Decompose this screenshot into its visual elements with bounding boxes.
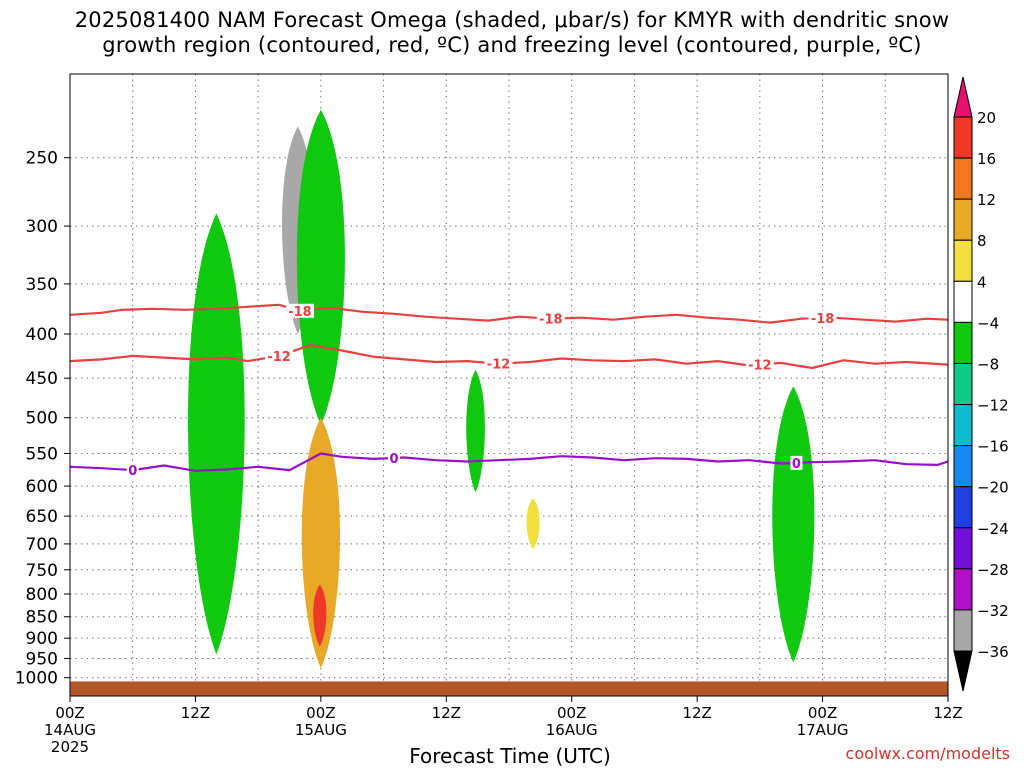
- colorbar-bin-6: [953, 362, 973, 406]
- contour-label-0-2: -18: [811, 312, 835, 327]
- x-tick-label-60: 12Z: [682, 704, 711, 722]
- contour-label-bg-0-2: [808, 311, 837, 326]
- chart-title-line-1: 2025081400 NAM Forecast Omega (shaded, μ…: [74, 8, 950, 32]
- omega-region-4: [313, 584, 327, 647]
- colorbar-label-13: −36: [977, 643, 1009, 661]
- colorbar-label-0: 20: [977, 109, 996, 127]
- y-tick-label-900: 900: [26, 629, 58, 649]
- colorbar-bin-8: [953, 445, 973, 488]
- contour-line-0: [70, 303, 948, 324]
- y-tick-label-500: 500: [26, 409, 58, 429]
- colorbar-label-4: 4: [977, 273, 987, 291]
- x-tick-date-24: 15AUG: [295, 721, 347, 739]
- colorbar-label-1: 16: [977, 150, 996, 168]
- pressure-axis: 2503003504004505005506006507007508008509…: [15, 149, 70, 689]
- colorbar-label-7: −12: [977, 397, 1009, 415]
- y-tick-label-700: 700: [26, 535, 58, 555]
- colorbar-label-5: −4: [977, 314, 999, 332]
- y-tick-label-450: 450: [26, 369, 58, 389]
- x-axis-title: Forecast Time (UTC): [409, 744, 611, 768]
- x-tick-label-12: 12Z: [181, 704, 210, 722]
- contour-label-1-1: -12: [487, 358, 511, 373]
- colorbar-label-2: 12: [977, 191, 996, 209]
- colorbar-bin-0: [953, 116, 973, 159]
- contour-label-bg-1-2: [745, 357, 774, 372]
- contour-label-bg-0-0: [285, 303, 314, 318]
- plot-frame: [69, 73, 949, 697]
- x-tick-date-0: 14AUG: [44, 721, 96, 739]
- contour-label-0-1: -18: [539, 313, 563, 328]
- contour-label-2-2: 0: [792, 457, 801, 472]
- y-tick-label-1000: 1000: [15, 669, 58, 689]
- y-tick-label-850: 850: [26, 608, 58, 628]
- colorbar-label-8: −16: [977, 438, 1009, 456]
- chart-title-line-2: growth region (contoured, red, ºC) and f…: [102, 33, 922, 57]
- temperature-contours: -18 -18 -18 -12 -12 -12 0 0 0: [70, 303, 948, 479]
- omega-colorbar: 20 16 12 8 4 −4 −8 −12 −16 −20 −24 −28 −32 −36: [953, 76, 1009, 692]
- contour-label-0-0: -18: [288, 305, 312, 320]
- contour-label-bg-2-1: [388, 450, 401, 465]
- colorbar-bin-7: [953, 404, 973, 447]
- y-tick-label-350: 350: [26, 275, 58, 295]
- contour-label-bg-2-0: [126, 463, 139, 478]
- y-tick-label-400: 400: [26, 325, 58, 345]
- colorbar-label-9: −20: [977, 479, 1009, 497]
- contour-label-bg-1-0: [265, 348, 294, 363]
- credit-link[interactable]: coolwx.com/modelts: [845, 744, 1010, 763]
- ground-layer: [70, 681, 948, 696]
- y-tick-label-800: 800: [26, 585, 58, 605]
- omega-region-0: [187, 213, 245, 655]
- colorbar-label-11: −28: [977, 561, 1009, 579]
- colorbar-bin-12: [953, 609, 973, 652]
- x-tick-label-0: 00Z: [55, 704, 84, 722]
- omega-region-5: [466, 369, 485, 493]
- colorbar-label-6: −8: [977, 355, 999, 373]
- y-tick-label-650: 650: [26, 507, 58, 527]
- x-tick-year-0: 2025: [51, 738, 89, 756]
- x-tick-date-48: 16AUG: [546, 721, 598, 739]
- contour-label-2-1: 0: [390, 452, 399, 467]
- x-tick-label-72: 00Z: [808, 704, 837, 722]
- omega-region-7: [772, 386, 815, 663]
- x-tick-label-48: 00Z: [557, 704, 586, 722]
- x-tick-label-24: 00Z: [306, 704, 335, 722]
- colorbar-top-arrow: [953, 76, 973, 118]
- y-tick-label-300: 300: [26, 217, 58, 237]
- contour-label-bg-2-2: [790, 455, 803, 470]
- x-tick-label-36: 12Z: [432, 704, 461, 722]
- colorbar-label-12: −32: [977, 602, 1009, 620]
- x-tick-label-84: 12Z: [933, 704, 962, 722]
- ground-fill: [70, 681, 948, 696]
- y-tick-label-550: 550: [26, 444, 58, 464]
- colorbar-label-3: 8: [977, 232, 987, 250]
- colorbar-label-10: −24: [977, 520, 1009, 538]
- y-tick-label-600: 600: [26, 477, 58, 497]
- contour-label-2-0: 0: [128, 464, 137, 479]
- omega-region-6: [526, 498, 540, 550]
- colorbar-bin-11: [953, 568, 973, 611]
- colorbar-bin-1: [953, 157, 973, 200]
- x-tick-date-72: 17AUG: [797, 721, 849, 739]
- y-tick-label-750: 750: [26, 561, 58, 581]
- contour-label-1-2: -12: [748, 359, 772, 374]
- contour-label-bg-1-1: [484, 356, 513, 371]
- colorbar-bin-10: [953, 527, 973, 570]
- contour-label-bg-0-1: [536, 311, 565, 326]
- omega-shading: [187, 109, 815, 669]
- colorbar-bin-3: [953, 239, 973, 282]
- colorbar-bin-4: [953, 280, 973, 323]
- y-tick-label-950: 950: [26, 649, 58, 669]
- contour-line-2: [70, 452, 948, 472]
- contour-label-1-0: -12: [267, 350, 291, 365]
- colorbar-bin-2: [953, 198, 973, 241]
- colorbar-bin-5: [953, 321, 973, 364]
- y-tick-label-250: 250: [26, 149, 58, 169]
- colorbar-bin-9: [953, 486, 973, 529]
- omega-region-3: [301, 417, 340, 669]
- colorbar-bottom-arrow: [953, 650, 973, 692]
